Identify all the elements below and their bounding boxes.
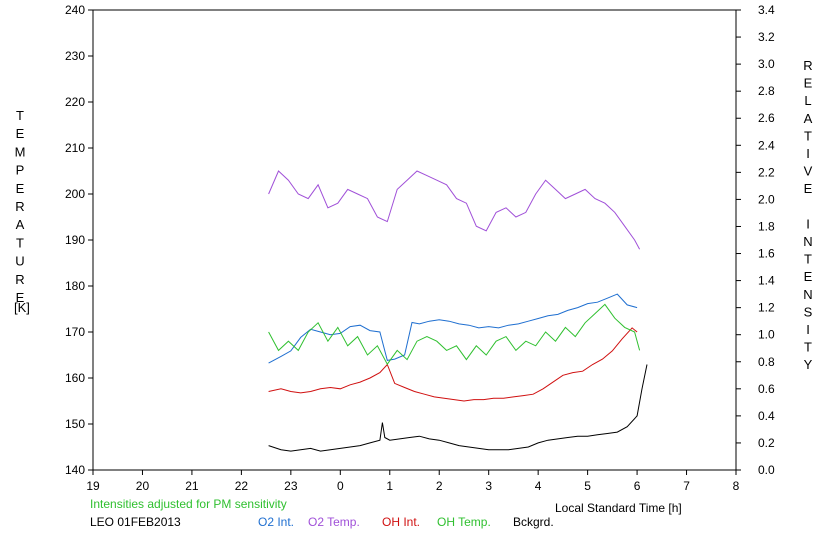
legend-entry: OH Temp. — [437, 515, 491, 529]
axis-label-letter: Y — [804, 357, 813, 372]
legend-entry: OH Int. — [382, 515, 420, 529]
x-tick-label: 6 — [634, 479, 641, 493]
right-tick-label: 1.4 — [758, 274, 775, 288]
right-tick-label: 3.2 — [758, 30, 775, 44]
left-tick-label: 210 — [65, 141, 85, 155]
right-tick-label: 2.2 — [758, 165, 775, 179]
legend-entry: O2 Int. — [258, 515, 294, 529]
right-tick-label: 0.4 — [758, 409, 775, 423]
axis-label-letter: N — [803, 287, 812, 302]
x-tick-label: 23 — [284, 479, 298, 493]
right-tick-label: 0.2 — [758, 436, 775, 450]
axis-label-letter: T — [804, 340, 812, 355]
x-tick-label: 4 — [535, 479, 542, 493]
left-tick-label: 150 — [65, 417, 85, 431]
axis-label-letter: T — [16, 235, 24, 250]
axis-label-letter: A — [16, 217, 25, 232]
series-line-oh-int — [268, 327, 638, 402]
left-tick-label: 240 — [65, 3, 85, 17]
legend-entry: O2 Temp. — [308, 515, 360, 529]
axis-label-letter: V — [804, 164, 813, 179]
right-tick-label: 2.6 — [758, 111, 775, 125]
right-tick-label: 3.4 — [758, 3, 775, 17]
axis-label-letter: T — [804, 252, 812, 267]
x-tick-label: 8 — [733, 479, 740, 493]
axis-label-letter: I — [806, 146, 810, 161]
series-line-o2-int — [268, 293, 638, 364]
x-tick-label: 3 — [485, 479, 492, 493]
axis-label-letter: I — [806, 322, 810, 337]
x-tick-label: 7 — [683, 479, 690, 493]
axis-label-letter: E — [16, 126, 25, 141]
x-tick-label: 21 — [185, 479, 199, 493]
left-axis-ticks: 140 150 160 170 180 190 200 210 220 230 240 — [65, 3, 93, 477]
right-tick-label: 1.6 — [758, 247, 775, 261]
axis-label-letter: N — [803, 234, 812, 249]
right-tick-label: 3.0 — [758, 57, 775, 71]
x-axis-ticks: 19 20 21 22 23 0 1 2 3 4 5 6 7 8 — [86, 470, 740, 493]
right-tick-label: 2.0 — [758, 192, 775, 206]
axis-label-letter: U — [15, 254, 24, 269]
right-tick-label: 1.8 — [758, 219, 775, 233]
axis-label-letter: R — [15, 199, 24, 214]
left-tick-label: 220 — [65, 95, 85, 109]
axis-label-letter: T — [16, 108, 24, 123]
note-text: Intensities adjusted for PM sensitivity — [90, 497, 287, 511]
left-tick-label: 180 — [65, 279, 85, 293]
axis-label-letter: P — [16, 163, 25, 178]
axis-label-letter: L — [804, 93, 811, 108]
x-tick-label: 22 — [235, 479, 249, 493]
left-tick-label: 140 — [65, 463, 85, 477]
x-tick-label: 2 — [436, 479, 443, 493]
right-tick-label: 0.0 — [758, 463, 775, 477]
left-tick-label: 170 — [65, 325, 85, 339]
axis-label-letter: T — [804, 128, 812, 143]
right-tick-label: 2.4 — [758, 138, 775, 152]
right-tick-label: 2.8 — [758, 84, 775, 98]
left-tick-label: 160 — [65, 371, 85, 385]
series-layer — [268, 170, 648, 452]
axis-label-letter: R — [15, 272, 24, 287]
right-tick-label: 1.0 — [758, 328, 775, 342]
axis-label-letter: E — [16, 290, 25, 305]
axis-label-letter: E — [804, 181, 813, 196]
axis-label-letter: S — [804, 304, 813, 319]
left-tick-label: 230 — [65, 49, 85, 63]
x-tick-label: 20 — [136, 479, 150, 493]
right-axis-ticks: 0.0 0.2 0.4 0.6 0.8 1.0 1.2 1.4 1.6 1.8 2.0 2.2 2.4 2… — [736, 3, 775, 477]
left-axis-unit: [K] — [14, 300, 30, 315]
axis-label-letter: E — [804, 76, 813, 91]
series-line-bckgrd — [268, 364, 648, 452]
x-tick-label: 19 — [86, 479, 100, 493]
axis-label-letter: A — [804, 111, 813, 126]
axis-label-letter: M — [15, 144, 26, 159]
axis-label-letter: E — [804, 269, 813, 284]
right-tick-label: 0.6 — [758, 382, 775, 396]
legend: O2 Int. O2 Temp. OH Int. OH Temp. Bckgrd. — [258, 515, 554, 529]
x-tick-label: 1 — [386, 479, 393, 493]
series-line-oh-temp — [268, 303, 641, 366]
axis-label-letter: I — [806, 216, 810, 231]
x-axis-label: Local Standard Time [h] — [555, 501, 682, 515]
left-tick-label: 200 — [65, 187, 85, 201]
axis-label-letter: R — [803, 58, 812, 73]
legend-entry: Bckgrd. — [513, 515, 554, 529]
right-tick-label: 1.2 — [758, 301, 775, 315]
x-tick-label: 0 — [337, 479, 344, 493]
left-tick-label: 190 — [65, 233, 85, 247]
caption: LEO 01FEB2013 — [90, 515, 181, 529]
right-tick-label: 0.8 — [758, 355, 775, 369]
x-tick-label: 5 — [584, 479, 591, 493]
axis-label-letter: E — [16, 181, 25, 196]
series-line-o2-temp — [268, 170, 641, 250]
